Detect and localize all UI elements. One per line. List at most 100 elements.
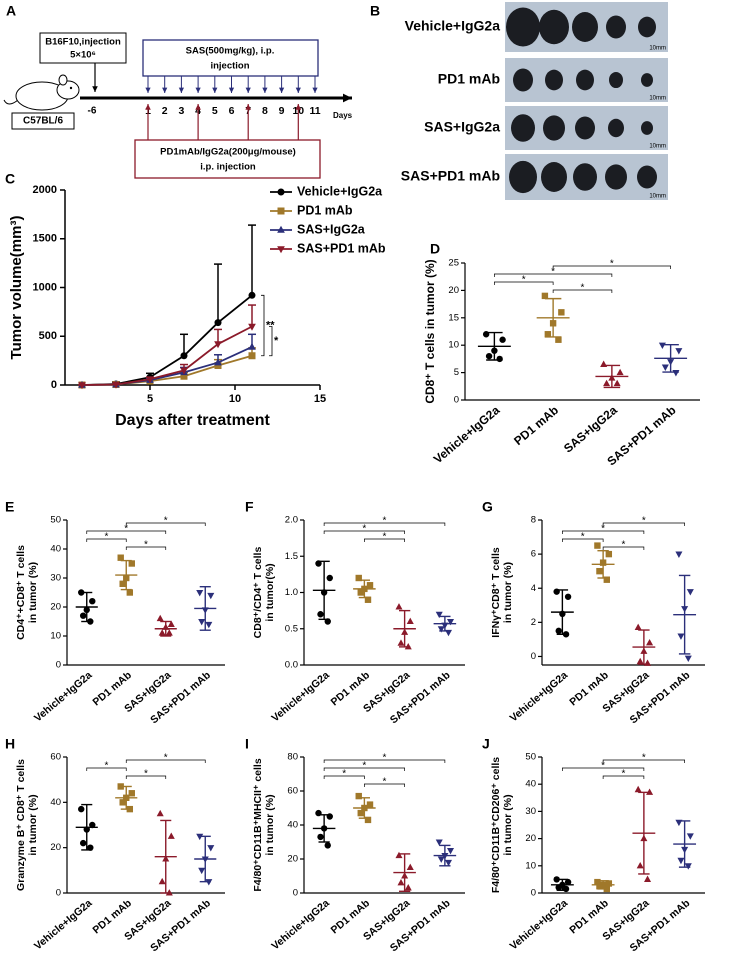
group-label: PD1 mAb <box>438 71 500 87</box>
tumor <box>637 165 657 189</box>
cell-box <box>39 32 127 64</box>
y-tick-label: 1500 <box>33 233 57 245</box>
arrow-head <box>145 104 151 110</box>
point <box>214 319 222 327</box>
y-tick-label: 50 <box>525 752 536 763</box>
legend-label: SAS+IgG2a <box>297 222 366 236</box>
point <box>684 655 692 663</box>
point <box>616 368 624 376</box>
y-tick-label: 8 <box>531 515 536 526</box>
significance-bracket <box>552 265 671 269</box>
point <box>119 580 126 587</box>
point <box>686 589 694 596</box>
significance-label: * <box>642 753 646 764</box>
scale-bar: 10mm <box>649 46 666 52</box>
point <box>317 611 324 618</box>
point <box>117 554 124 561</box>
y-tick-label: 60 <box>50 752 61 763</box>
y-tick-label: 4 <box>531 583 536 594</box>
significance-label: * <box>601 524 605 535</box>
point <box>686 833 694 840</box>
panel-label: E <box>5 499 14 515</box>
pd1-box <box>134 139 321 179</box>
significance-label: * <box>383 516 387 527</box>
y-axis-title: in tumor (%) <box>502 562 514 623</box>
significance-label: * <box>362 524 366 535</box>
point <box>605 550 613 558</box>
point <box>207 592 215 600</box>
y-axis-title: IFNγ⁺CD8⁺ T cells <box>490 547 502 638</box>
tumor <box>608 118 624 138</box>
point <box>248 342 256 350</box>
significance-bracket <box>269 326 273 357</box>
significance-label: * <box>164 516 168 527</box>
point <box>180 352 188 360</box>
tumor <box>545 69 563 91</box>
point <box>355 574 362 582</box>
point <box>198 618 206 626</box>
point <box>128 790 135 797</box>
significance-bracket <box>494 281 554 285</box>
arrow-head <box>278 87 285 93</box>
day-label: 3 <box>178 105 184 117</box>
legend-label: Vehicle+IgG2a <box>297 184 383 198</box>
significance-label: * <box>581 532 585 543</box>
significance-bracket <box>323 759 446 763</box>
panel-label: G <box>482 499 493 515</box>
sas-box <box>142 39 319 77</box>
arrow-head <box>342 93 352 103</box>
significance-bracket <box>602 759 685 763</box>
y-tick-label: 500 <box>39 330 57 342</box>
axis-label: Days <box>333 111 353 120</box>
point <box>446 847 455 855</box>
y-tick-label: 40 <box>287 820 298 831</box>
significance-bracket <box>86 538 127 542</box>
point <box>437 626 445 633</box>
arrow-head <box>212 87 218 93</box>
arrow-head <box>195 87 201 93</box>
y-axis-title: F4/80⁺CD11B⁺MHCII⁺ cells <box>252 758 264 892</box>
y-axis-title: CD8⁺ T cells in tumor (%) <box>423 259 437 403</box>
significance-label: * <box>581 283 585 294</box>
point <box>214 362 222 369</box>
significance-bracket <box>86 530 167 534</box>
start-day: -6 <box>88 106 97 117</box>
panel-label: A <box>6 3 16 19</box>
point <box>437 856 445 863</box>
point <box>435 839 443 846</box>
point <box>675 348 683 355</box>
x-tick-label: 15 <box>314 393 326 405</box>
point <box>158 877 166 885</box>
point <box>205 621 213 629</box>
cell-box-text: 5×10⁶ <box>70 50 96 61</box>
y-tick-label: 2 <box>531 617 536 628</box>
point <box>156 614 164 622</box>
day-label: 9 <box>279 105 285 117</box>
point <box>214 358 222 366</box>
y-tick-label: 20 <box>287 854 298 865</box>
point <box>196 589 204 597</box>
significance-bracket <box>562 530 645 534</box>
legend-marker <box>277 188 285 196</box>
point <box>180 367 188 375</box>
point <box>677 857 685 865</box>
panel-label: B <box>370 3 380 19</box>
point <box>158 629 166 636</box>
significance-bracket <box>323 767 405 771</box>
significance-label: * <box>164 753 168 764</box>
y-tick-label: 15 <box>448 312 459 323</box>
point <box>248 291 256 299</box>
tumor <box>541 162 567 192</box>
y-axis-title: in tumor (%) <box>502 794 514 855</box>
y-axis-title: in tumor (%) <box>27 794 39 855</box>
y-axis-title: in tumor (%) <box>27 562 39 623</box>
arrow-head <box>295 87 301 93</box>
mouse-label-box <box>11 112 75 130</box>
tumor <box>641 73 653 87</box>
point <box>634 623 642 631</box>
y-tick-label: 5 <box>454 367 459 378</box>
y-tick-label: 10 <box>50 631 61 642</box>
significance-label: * <box>622 540 626 551</box>
tumor <box>641 121 653 135</box>
mouse-tail <box>3 99 19 105</box>
